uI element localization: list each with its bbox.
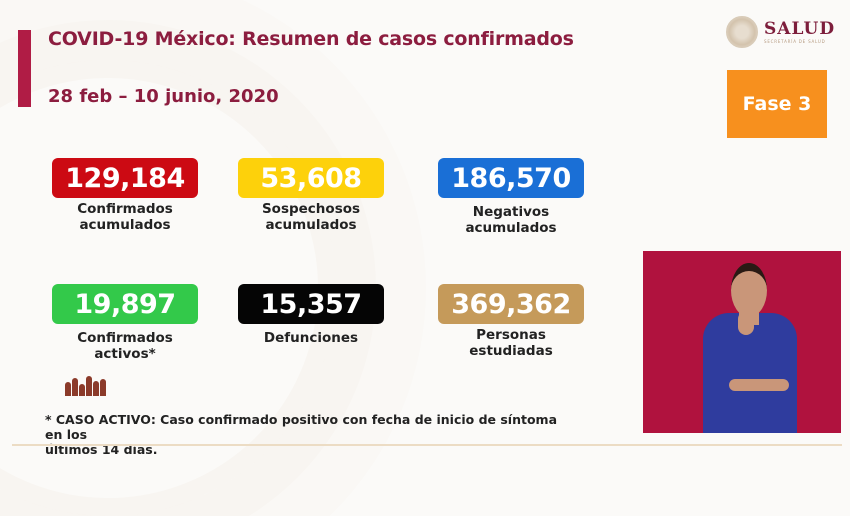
stat-label: Negativos acumulados	[465, 204, 557, 236]
title-accent-bar	[18, 30, 31, 107]
stat-value: 369,362	[438, 284, 584, 324]
footnote: * CASO ACTIVO: Caso confirmado positivo …	[45, 412, 558, 457]
phase-badge: Fase 3	[727, 70, 827, 138]
logo-name: SALUD	[764, 19, 836, 39]
stat-value: 53,608	[238, 158, 384, 198]
logo-subtitle: SECRETARÍA DE SALUD	[764, 39, 826, 44]
stat-label: Confirmados activos*	[77, 330, 173, 362]
sign-language-interpreter-video	[643, 251, 841, 433]
bottom-divider	[12, 444, 842, 446]
date-range: 28 feb – 10 junio, 2020	[48, 86, 279, 107]
salud-logo: SALUD SECRETARÍA DE SALUD	[726, 16, 835, 48]
stat-active-confirmed: 19,897 Confirmados activos*	[52, 284, 198, 362]
stat-deaths: 15,357 Defunciones	[238, 284, 384, 346]
people-group-icon	[65, 374, 111, 396]
stat-label: Confirmados acumulados	[77, 201, 173, 233]
stat-suspected-cumulative: 53,608 Sospechosos acumulados	[238, 158, 384, 233]
stat-value: 129,184	[52, 158, 198, 198]
page-title: COVID-19 México: Resumen de casos confir…	[48, 28, 574, 50]
stat-value: 15,357	[238, 284, 384, 324]
stat-people-studied: 369,362 Personas estudiadas	[438, 284, 584, 359]
national-seal-icon	[726, 16, 758, 48]
stat-label: Defunciones	[263, 330, 359, 346]
stat-value: 186,570	[438, 158, 584, 198]
stat-label: Sospechosos acumulados	[261, 201, 361, 233]
stat-label: Personas estudiadas	[469, 327, 553, 359]
stat-negative-cumulative: 186,570 Negativos acumulados	[438, 158, 584, 236]
stat-confirmed-cumulative: 129,184 Confirmados acumulados	[52, 158, 198, 233]
stat-value: 19,897	[52, 284, 198, 324]
